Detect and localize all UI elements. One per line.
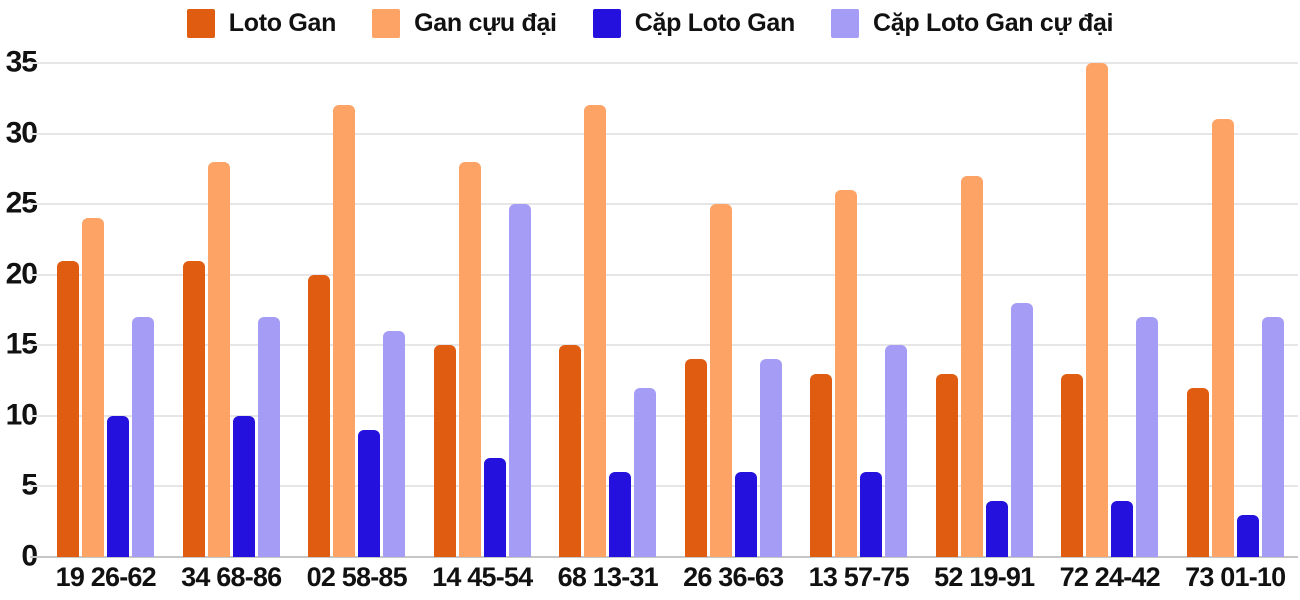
bar-cap-loto-gan-cu-dai[interactable] <box>885 345 908 557</box>
legend-swatch-icon <box>592 9 621 38</box>
bar-cap-loto-gan[interactable] <box>232 415 255 557</box>
legend-label: Cặp Loto Gan cự đại <box>873 9 1114 37</box>
bar-loto-gan[interactable] <box>1061 373 1084 557</box>
legend-item-loto-gan[interactable]: Loto Gan <box>186 9 337 38</box>
y-tick-label: 0 <box>0 541 38 571</box>
bar-gan-cuu-dai[interactable] <box>960 175 983 557</box>
bar-groups <box>43 63 1298 557</box>
bar-gan-cuu-dai[interactable] <box>207 161 230 557</box>
bar-loto-gan[interactable] <box>433 345 456 557</box>
y-tick-label: 25 <box>5 186 38 220</box>
gridline <box>30 344 1298 347</box>
bar-group <box>1047 63 1173 557</box>
bar-cap-loto-gan[interactable] <box>1111 500 1134 557</box>
bar-group <box>43 63 169 557</box>
bar-loto-gan[interactable] <box>57 260 80 557</box>
bar-cap-loto-gan[interactable] <box>1236 514 1259 557</box>
bar-cap-loto-gan[interactable] <box>358 429 381 557</box>
bar-cap-loto-gan-cu-dai[interactable] <box>1261 317 1284 557</box>
x-axis-line <box>30 556 1298 558</box>
bar-gan-cuu-dai[interactable] <box>835 190 858 557</box>
y-tick-label: 20 <box>5 257 38 291</box>
gridline <box>30 485 1298 488</box>
bar-gan-cuu-dai[interactable] <box>82 218 105 557</box>
x-tick-label: 34 68-86 <box>181 562 282 592</box>
x-tick-label: 26 36-63 <box>683 562 784 592</box>
bar-cap-loto-gan-cu-dai[interactable] <box>257 317 280 557</box>
bar-loto-gan[interactable] <box>182 260 205 557</box>
legend-swatch-icon <box>831 9 859 38</box>
legend-item-cap-loto-gan-cu-dai[interactable]: Cặp Loto Gan cự đại <box>831 9 1114 38</box>
bar-cap-loto-gan[interactable] <box>734 472 757 557</box>
bar-cap-loto-gan-cu-dai[interactable] <box>1136 317 1159 557</box>
gridline <box>30 62 1298 64</box>
bar-loto-gan[interactable] <box>1186 387 1209 557</box>
bar-loto-gan[interactable] <box>810 373 833 557</box>
bar-loto-gan[interactable] <box>308 274 331 557</box>
gridline <box>30 203 1298 206</box>
legend-swatch-icon <box>372 9 401 38</box>
bar-gan-cuu-dai[interactable] <box>709 204 732 557</box>
bar-cap-loto-gan-cu-dai[interactable] <box>508 204 531 557</box>
x-tick-label: 02 58-85 <box>306 562 408 592</box>
legend-item-gan-cuu-dai[interactable]: Gan cựu đại <box>372 9 557 38</box>
x-tick-label: 14 45-54 <box>432 562 533 592</box>
y-tick-label: 10 <box>5 398 38 432</box>
bar-group <box>545 63 671 557</box>
x-tick-label: 73 01-10 <box>1185 562 1286 592</box>
bar-cap-loto-gan-cu-dai[interactable] <box>132 317 155 557</box>
gridline <box>30 132 1298 135</box>
x-tick-label: 52 19-91 <box>934 562 1035 592</box>
bar-loto-gan[interactable] <box>684 359 707 557</box>
bar-gan-cuu-dai[interactable] <box>458 161 481 557</box>
legend-label: Gan cựu đại <box>414 9 557 37</box>
legend-label: Loto Gan <box>228 9 337 37</box>
gridline <box>30 273 1298 276</box>
plot-area <box>30 62 1298 558</box>
bar-cap-loto-gan-cu-dai[interactable] <box>634 387 657 557</box>
bar-group <box>922 63 1048 557</box>
bar-group <box>420 63 546 557</box>
bar-cap-loto-gan[interactable] <box>860 472 883 557</box>
x-tick-label: 68 13-31 <box>557 562 659 592</box>
bar-gan-cuu-dai[interactable] <box>1086 63 1109 557</box>
legend-swatch-icon <box>186 9 215 38</box>
legend-item-cap-loto-gan[interactable]: Cặp Loto Gan <box>592 9 796 38</box>
chart-legend: Loto Gan Gan cựu đại Cặp Loto Gan Cặp Loto … <box>0 9 1300 38</box>
bar-group <box>671 63 797 557</box>
y-tick-label: 30 <box>5 115 38 149</box>
bar-cap-loto-gan[interactable] <box>107 415 130 557</box>
bar-loto-gan[interactable] <box>559 345 582 557</box>
legend-label: Cặp Loto Gan <box>634 9 796 37</box>
y-tick-label: 5 <box>0 470 38 501</box>
y-tick-label: 35 <box>5 45 38 79</box>
bar-group <box>169 63 295 557</box>
y-tick-label: 15 <box>5 327 38 361</box>
x-tick-label: 72 24-42 <box>1059 562 1161 592</box>
bar-cap-loto-gan[interactable] <box>609 472 632 557</box>
bar-gan-cuu-dai[interactable] <box>584 105 607 557</box>
bar-gan-cuu-dai[interactable] <box>1211 119 1234 557</box>
bar-gan-cuu-dai[interactable] <box>333 105 356 557</box>
bar-cap-loto-gan-cu-dai[interactable] <box>1010 302 1033 557</box>
x-tick-label: 19 26-62 <box>55 562 157 592</box>
bar-group <box>294 63 420 557</box>
gridline <box>30 414 1298 417</box>
bar-cap-loto-gan[interactable] <box>483 458 506 557</box>
bar-loto-gan[interactable] <box>935 373 958 557</box>
bar-cap-loto-gan-cu-dai[interactable] <box>759 359 782 557</box>
x-tick-label: 13 57-75 <box>808 562 910 592</box>
x-axis-labels: 19 26-62 34 68-86 02 58-85 14 45-54 68 13-31… <box>43 562 1298 593</box>
bar-group <box>1173 63 1299 557</box>
bar-cap-loto-gan[interactable] <box>985 500 1008 557</box>
bar-cap-loto-gan-cu-dai[interactable] <box>383 331 406 557</box>
bar-group <box>796 63 922 557</box>
